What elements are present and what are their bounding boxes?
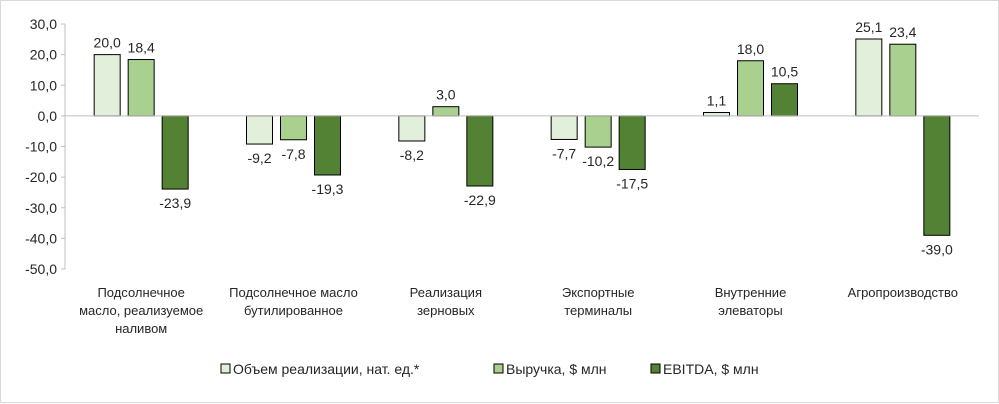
- data-label: 25,1: [855, 19, 882, 35]
- data-label: -22,9: [464, 192, 496, 208]
- bar: [93, 54, 121, 117]
- bar: [737, 60, 764, 117]
- bar: [246, 115, 273, 145]
- data-label: -9,2: [247, 150, 271, 166]
- bar: [432, 106, 460, 117]
- bar: [923, 115, 951, 236]
- bar: [584, 115, 612, 148]
- data-label: 18,4: [128, 40, 155, 56]
- bar: [398, 115, 426, 142]
- data-label: 1,1: [707, 93, 727, 109]
- y-tick-label: -30,0: [25, 200, 57, 216]
- category-label: Подсолнечное масло: [229, 285, 358, 300]
- data-label: -39,0: [921, 241, 953, 257]
- category-label: масло, реализуемое: [79, 303, 203, 318]
- y-tick-label: 30,0: [30, 16, 57, 32]
- category-label: наливом: [115, 321, 167, 336]
- bar: [127, 59, 155, 117]
- category-label: Экспортные: [562, 285, 635, 300]
- legend-swatch: [493, 363, 504, 374]
- y-tick-label: 0,0: [38, 108, 58, 124]
- data-label: 18,0: [737, 41, 764, 57]
- data-label: -23,9: [159, 195, 191, 211]
- legend-label: Объем реализации, нат. ед.*: [233, 361, 420, 377]
- data-label: 20,0: [94, 35, 121, 51]
- bar: [314, 115, 341, 176]
- data-label: 10,5: [771, 64, 798, 80]
- bar: [161, 115, 189, 190]
- legend-swatch: [220, 363, 231, 374]
- category-label: Внутренние: [715, 285, 787, 300]
- bar: [618, 115, 646, 170]
- data-label: 3,0: [436, 87, 456, 103]
- data-label: -7,8: [281, 146, 305, 162]
- category-label: Агропроизводство: [848, 285, 958, 300]
- bar: [280, 115, 307, 141]
- category-label: элеваторы: [718, 303, 782, 318]
- y-tick-label: 20,0: [30, 47, 57, 63]
- data-label: -7,7: [552, 145, 576, 161]
- y-tick-label: -10,0: [25, 139, 57, 155]
- data-label: -19,3: [312, 181, 344, 197]
- bar: [550, 115, 578, 140]
- legend-label: EBITDA, $ млн: [663, 361, 759, 377]
- legend-label: Выручка, $ млн: [506, 361, 607, 377]
- data-label: -10,2: [582, 153, 614, 169]
- y-tick-label: -20,0: [25, 169, 57, 185]
- bar: [466, 115, 494, 187]
- category-label: терминалы: [564, 303, 632, 318]
- data-label: -17,5: [616, 175, 648, 191]
- data-label: -8,2: [400, 147, 424, 163]
- bar: [855, 38, 883, 117]
- y-tick-label: -40,0: [25, 230, 57, 246]
- bar: [771, 83, 798, 117]
- y-tick-label: -50,0: [25, 261, 57, 277]
- y-tick-label: 10,0: [30, 77, 57, 93]
- category-label: бутилированное: [244, 303, 343, 318]
- legend-swatch: [650, 363, 661, 374]
- bar: [703, 112, 730, 117]
- category-label: Подсолнечное: [97, 285, 184, 300]
- data-label: 23,4: [889, 24, 916, 40]
- category-label: Реализация: [410, 285, 482, 300]
- bar: [889, 43, 917, 117]
- category-label: зерновых: [417, 303, 475, 318]
